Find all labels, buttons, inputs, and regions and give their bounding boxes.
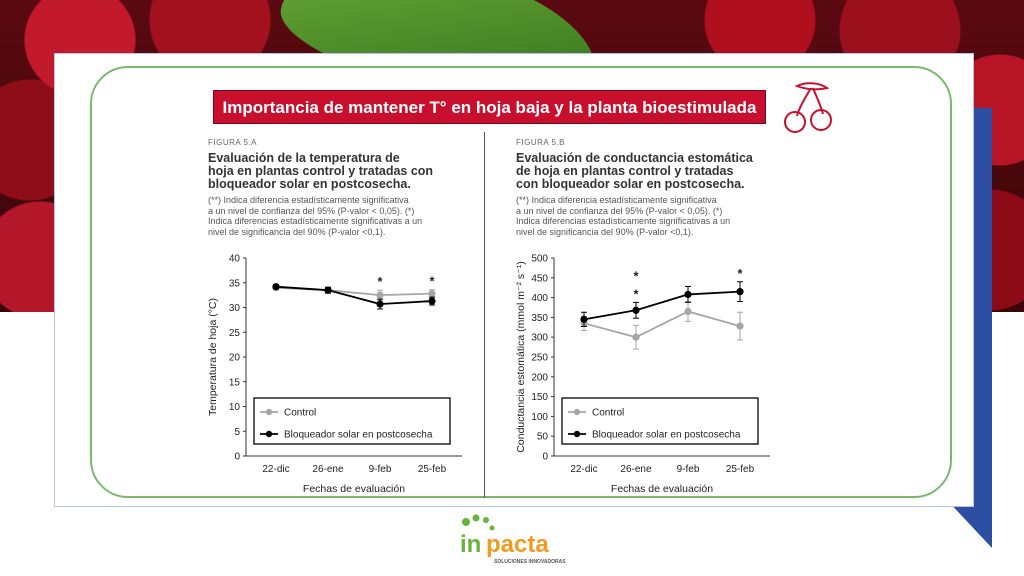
y-tick-label: 100 (531, 412, 548, 423)
figure-a-title: Evaluación de la temperatura de hoja en … (208, 151, 434, 191)
figure-a-label: FIGURA 5.A (208, 138, 258, 147)
svg-text:SOLUCIONES INNOVADORAS: SOLUCIONES INNOVADORAS (494, 559, 566, 565)
control-point (428, 290, 436, 298)
treated-point (632, 306, 640, 314)
y-tick-label: 150 (531, 392, 548, 403)
y-tick-label: 20 (229, 353, 241, 364)
control-line (583, 310, 741, 339)
x-tick-label: 25-feb (726, 464, 755, 475)
legend-marker (573, 408, 581, 416)
legend-box (561, 397, 759, 445)
legend-marker (265, 430, 273, 438)
figure-b-title: Evaluación de conductancia estomática de… (516, 151, 753, 191)
y-tick-label: 15 (229, 377, 241, 388)
y-axis-label: Temperatura de hoja (°C) (207, 298, 219, 416)
control-point (736, 322, 744, 330)
y-tick-label: 350 (531, 313, 548, 324)
cherry-icon (784, 82, 832, 133)
x-tick-label: 22-dic (570, 464, 597, 475)
legend-marker (573, 430, 581, 438)
y-tick-label: 10 (229, 402, 241, 413)
figure-divider (484, 132, 485, 498)
treated-point (428, 297, 436, 305)
treated-point (580, 315, 588, 323)
y-tick-label: 500 (531, 254, 548, 265)
control-point (684, 307, 692, 316)
significance-marker: * (737, 266, 743, 281)
legend-marker (265, 408, 273, 416)
x-tick-label: 25-feb (418, 464, 447, 475)
treated-point (324, 286, 332, 294)
x-tick-label: 9-feb (677, 464, 700, 475)
legend-label: Bloqueador solar en postcosecha (592, 430, 741, 441)
treated-line (583, 290, 741, 321)
y-tick-label: 50 (537, 432, 549, 443)
svg-text:in: in (460, 531, 481, 558)
x-axis-label: Fechas de evaluación (303, 483, 405, 495)
treated-point (684, 290, 692, 299)
y-tick-label: 40 (229, 254, 241, 265)
conductance-chart: 0 50 100 150 200 250 300 350 400 450 500 22-dic 26-e… (515, 254, 770, 495)
y-tick-label: 400 (531, 293, 548, 304)
y-tick-label: 0 (542, 452, 548, 463)
control-point (632, 333, 640, 341)
treated-point (272, 283, 280, 291)
significance-marker: * (429, 274, 435, 289)
legend-label: Control (592, 408, 624, 419)
treated-point (376, 300, 384, 308)
inpacta-logo: in pacta SOLUCIONES INNOVADORAS (460, 514, 566, 565)
x-tick-label: 26-ene (620, 464, 652, 475)
temperature-chart: 0 5 10 15 20 25 30 35 40 22-dic 26-ene 9-feb 25-feb F… (207, 254, 462, 495)
figure-b-label: FIGURA 5.B (516, 138, 566, 147)
svg-text:pacta: pacta (486, 531, 549, 558)
significance-marker: * (633, 268, 639, 283)
legend-label: Bloqueador solar en postcosecha (284, 430, 433, 441)
y-tick-label: 5 (234, 427, 240, 438)
x-tick-label: 26-ene (312, 464, 344, 475)
significance-marker: * (633, 286, 639, 301)
control-point (376, 291, 384, 299)
y-tick-label: 300 (531, 333, 548, 344)
x-tick-label: 9-feb (369, 464, 392, 475)
treated-line (275, 285, 433, 305)
figure-a-note: (**) Indica diferencia estadísticamente … (208, 195, 423, 237)
significance-marker: * (377, 274, 383, 289)
legend-box (253, 397, 451, 445)
legend-label: Control (284, 408, 316, 419)
y-tick-label: 250 (531, 353, 548, 364)
y-tick-label: 35 (229, 278, 241, 289)
y-tick-label: 0 (234, 452, 240, 463)
y-axis-label: Conductancia estomática (mmol m⁻² s⁻¹) (515, 261, 527, 452)
y-tick-label: 450 (531, 273, 548, 284)
x-axis-label: Fechas de evaluación (611, 483, 713, 495)
slide-title: Importancia de mantener T° en hoja baja … (213, 90, 766, 124)
green-rounded-frame (90, 66, 952, 498)
y-tick-label: 30 (229, 303, 241, 314)
y-tick-label: 25 (229, 328, 241, 339)
x-tick-label: 22-dic (262, 464, 289, 475)
y-tick-label: 200 (531, 372, 548, 383)
slide-panel (54, 53, 974, 507)
figure-b-note: (**) Indica diferencia estadísticamente … (516, 195, 731, 237)
treated-point (736, 288, 744, 296)
